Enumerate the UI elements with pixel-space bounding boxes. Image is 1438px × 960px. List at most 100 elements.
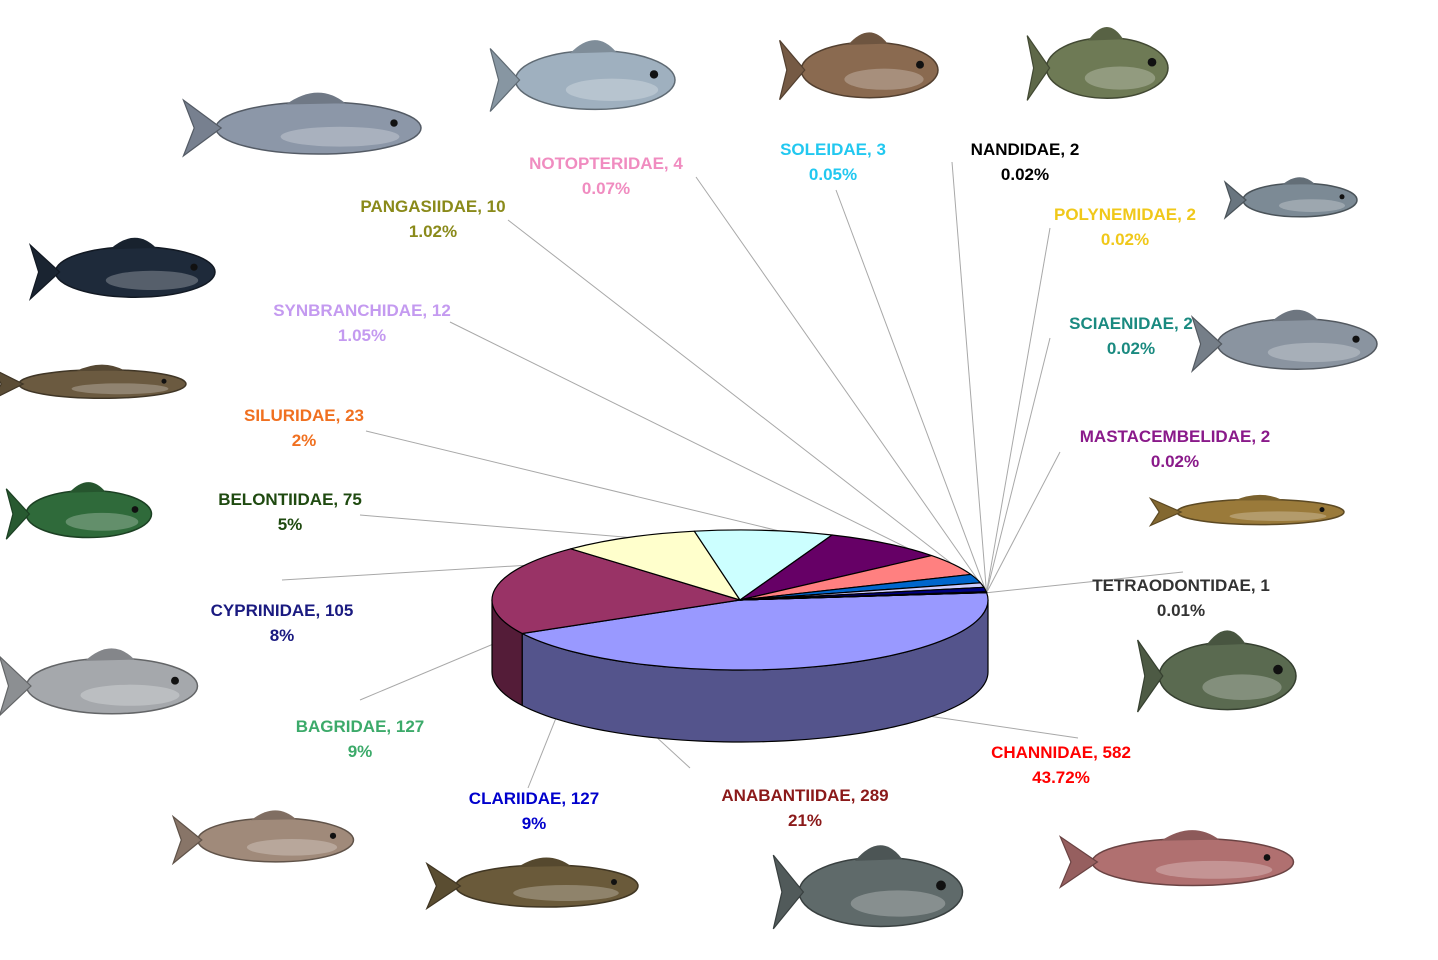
slice-count: 2: [1183, 314, 1193, 333]
slice-label: POLYNEMIDAE, 2 0.02%: [1054, 202, 1196, 252]
slice-name: MASTACEMBELIDAE: [1079, 427, 1252, 446]
pie-body: [491, 529, 989, 743]
leader-line: [986, 337, 1051, 593]
fish-illustration: [425, 857, 639, 911]
pie-slice: [491, 548, 741, 635]
slice-name: SOLEIDAE: [780, 140, 867, 159]
slice-label-name-count: NOTOPTERIDAE, 4: [529, 154, 683, 173]
slice-label: CYPRINIDAE, 105 8%: [211, 598, 354, 648]
leader-line: [986, 571, 1184, 594]
slice-label: BAGRIDAE, 127 9%: [296, 714, 425, 764]
slice-label-name-count: CLARIIDAE, 127: [468, 789, 600, 808]
fish-illustration: [1148, 494, 1345, 527]
slice-count: 1: [1260, 576, 1270, 595]
slice-label: MASTACEMBELIDAE, 2 0.02%: [1080, 424, 1271, 474]
slice-label: SILURIDAE, 23 2%: [244, 403, 364, 453]
fish-illustration: [0, 364, 187, 400]
leader-line: [507, 219, 986, 590]
slice-label: NOTOPTERIDAE, 4 0.07%: [529, 151, 683, 201]
fish-illustration: [1058, 830, 1295, 889]
slice-count: 4: [673, 154, 683, 173]
slice-name: BAGRIDAE: [295, 717, 387, 736]
slice-percent: 43.72%: [1032, 768, 1090, 787]
fish-illustration: [1190, 309, 1378, 373]
slice-percent: 0.02%: [1150, 452, 1200, 471]
slice-label-name-count: BAGRIDAE, 127: [295, 717, 425, 736]
slice-label-name-count: TETRAODONTIDAE, 1: [1092, 576, 1270, 595]
slice-percent: 0.02%: [1000, 165, 1050, 184]
slice-name: ANABANTIIDAE: [721, 786, 851, 805]
slice-name: POLYNEMIDAE: [1053, 205, 1178, 224]
slice-label: TETRAODONTIDAE, 1 0.01%: [1092, 573, 1270, 623]
slice-percent: 2%: [291, 431, 317, 450]
slice-count: 127: [395, 717, 425, 736]
slice-name: CYPRINIDAE: [210, 601, 316, 620]
slice-label-name-count: SILURIDAE, 23: [244, 406, 364, 425]
slice-count: 75: [342, 490, 362, 509]
slice-name: NANDIDAE: [970, 140, 1061, 159]
slice-label-name-count: SOLEIDAE, 3: [780, 140, 886, 159]
slice-name: SCIAENIDAE: [1069, 314, 1174, 333]
pie-slice: [693, 529, 833, 601]
slice-name: CLARIIDAE: [468, 789, 562, 808]
slice-count: 582: [1102, 743, 1131, 762]
slice-label-name-count: SYNBRANCHIDAE, 12: [273, 301, 451, 320]
fish-illustration: [489, 40, 676, 112]
slice-label-name-count: ANABANTIIDAE, 289: [721, 786, 889, 805]
slice-label: SOLEIDAE, 3 0.05%: [780, 137, 886, 187]
slice-label: BELONTIIDAE, 75 5%: [218, 487, 362, 537]
slice-label: ANABANTIIDAE, 289 21%: [721, 783, 888, 833]
fish-illustration: [0, 648, 199, 717]
fish-illustration: [779, 32, 939, 101]
pie-slice: [739, 592, 988, 601]
slice-label: CLARIIDAE, 127 9%: [469, 786, 599, 836]
slice-count: 10: [486, 197, 506, 216]
slice-count: 2: [1260, 427, 1271, 446]
slice-percent: 5%: [277, 515, 303, 534]
fish-illustration: [1137, 630, 1297, 713]
slice-label-name-count: NANDIDAE, 2: [970, 140, 1080, 159]
slice-label-name-count: BELONTIIDAE, 75: [218, 490, 362, 509]
fish-illustration: [5, 482, 153, 540]
slice-percent: 21%: [787, 811, 823, 830]
fish-illustrations: [0, 26, 1378, 930]
slice-name: PANGASIIDAE: [360, 197, 478, 216]
fish-illustration: [28, 237, 216, 301]
slice-percent: 0.07%: [581, 179, 631, 198]
slice-percent: 0.05%: [808, 165, 858, 184]
slice-percent: 1.05%: [337, 326, 387, 345]
fish-illustration: [1223, 177, 1358, 220]
slice-count: 2: [1186, 205, 1197, 224]
slice-label: NANDIDAE, 2 0.02%: [971, 137, 1080, 187]
leader-line: [835, 189, 987, 593]
fish-illustration: [182, 92, 422, 158]
slice-name: TETRAODONTIDAE: [1092, 576, 1251, 595]
fish-illustration: [171, 810, 355, 866]
slice-label-name-count: POLYNEMIDAE, 2: [1053, 205, 1197, 224]
fish-illustration: [1026, 26, 1169, 101]
slice-name: SILURIDAE: [244, 406, 336, 425]
slice-label: SCIAENIDAE, 2 0.02%: [1069, 311, 1193, 361]
leader-line: [951, 161, 987, 593]
slice-label-name-count: MASTACEMBELIDAE, 2: [1079, 427, 1271, 446]
pie-slice: [739, 534, 933, 601]
slice-label-name-count: SCIAENIDAE, 2: [1069, 314, 1193, 333]
fish-illustration: [772, 845, 964, 930]
slice-count: 3: [876, 140, 886, 159]
slice-count: 289: [860, 786, 889, 805]
slice-name: NOTOPTERIDAE: [529, 154, 664, 173]
slice-count: 127: [570, 789, 600, 808]
leader-line: [986, 227, 1051, 593]
slice-label-name-count: CHANNIDAE, 582: [991, 743, 1131, 762]
slice-label: PANGASIIDAE, 10 1.02%: [360, 194, 505, 244]
slice-label: SYNBRANCHIDAE, 12 1.05%: [273, 298, 451, 348]
slice-label-name-count: CYPRINIDAE, 105: [210, 601, 354, 620]
slice-percent: 9%: [521, 814, 547, 833]
slice-percent: 0.01%: [1156, 601, 1206, 620]
slice-label: CHANNIDAE, 582 43.72%: [991, 740, 1131, 790]
pie-slice: [570, 530, 741, 601]
slice-name: CHANNIDAE: [991, 743, 1094, 762]
slice-name: SYNBRANCHIDAE: [273, 301, 423, 320]
